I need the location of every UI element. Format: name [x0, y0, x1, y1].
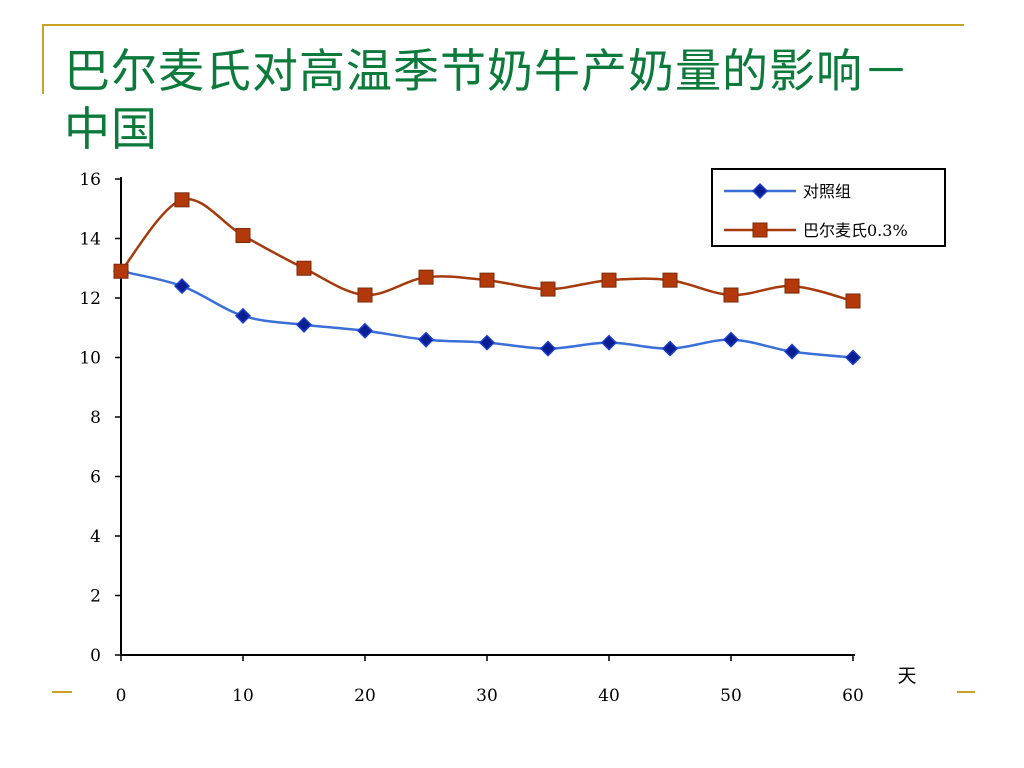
- y-tick-label: 0: [90, 646, 101, 666]
- y-tick-label: 8: [90, 408, 101, 428]
- x-tick-label: 60: [842, 686, 864, 706]
- y-tick-label: 14: [79, 230, 101, 250]
- data-point: [662, 272, 678, 288]
- data-point: [722, 331, 740, 348]
- slide-title: 巴尔麦氏对高温季节奶牛产奶量的影响－中国: [64, 44, 910, 156]
- data-point: [357, 287, 373, 303]
- x-tick-label: 50: [720, 686, 742, 706]
- y-tick-label: 6: [90, 468, 101, 488]
- data-point: [295, 316, 313, 333]
- data-point: [844, 349, 862, 366]
- data-point: [600, 334, 618, 351]
- legend-label: 对照组: [803, 182, 851, 201]
- chart-series: [112, 192, 862, 366]
- data-point: [478, 334, 496, 351]
- data-point: [479, 272, 495, 288]
- legend-box: [711, 168, 946, 247]
- data-point: [356, 322, 374, 339]
- y-tick-label: 2: [90, 587, 101, 607]
- data-point: [784, 278, 800, 294]
- data-point: [173, 278, 191, 295]
- y-tick-label: 16: [79, 170, 101, 190]
- accent-line-top: [42, 24, 964, 26]
- x-tick-label: 40: [598, 686, 620, 706]
- data-point: [661, 340, 679, 357]
- x-tick-label: 30: [476, 686, 498, 706]
- series-1: [113, 192, 861, 309]
- chart-axes: 0 2 4 6 8 10 12 14 16 0 10 20 30 40 50 60 天: [79, 170, 916, 706]
- data-point: [417, 331, 435, 348]
- data-point: [234, 307, 252, 324]
- data-point: [723, 287, 739, 303]
- x-tick-label: 10: [232, 686, 254, 706]
- legend-label: 巴尔麦氏0.3%: [803, 221, 908, 240]
- data-point: [540, 281, 556, 297]
- data-point: [783, 343, 801, 360]
- data-point: [418, 269, 434, 285]
- data-point: [113, 263, 129, 279]
- legend-marker: [752, 222, 768, 238]
- accent-line-left: [42, 24, 44, 94]
- data-point: [539, 340, 557, 357]
- y-tick-label: 4: [90, 527, 101, 547]
- data-point: [845, 293, 861, 309]
- accent-dash-bottom-right: [957, 691, 975, 693]
- legend-marker: [751, 182, 769, 200]
- series-0: [112, 263, 862, 366]
- data-point: [601, 272, 617, 288]
- y-tick-label: 10: [79, 349, 101, 369]
- data-point: [296, 260, 312, 276]
- y-tick-label: 12: [79, 289, 101, 309]
- accent-dash-bottom-left: [52, 691, 72, 693]
- x-axis-label: 天: [897, 665, 916, 687]
- x-tick-label: 0: [116, 686, 127, 706]
- data-point: [235, 228, 251, 244]
- x-tick-label: 20: [354, 686, 376, 706]
- data-point: [174, 192, 190, 208]
